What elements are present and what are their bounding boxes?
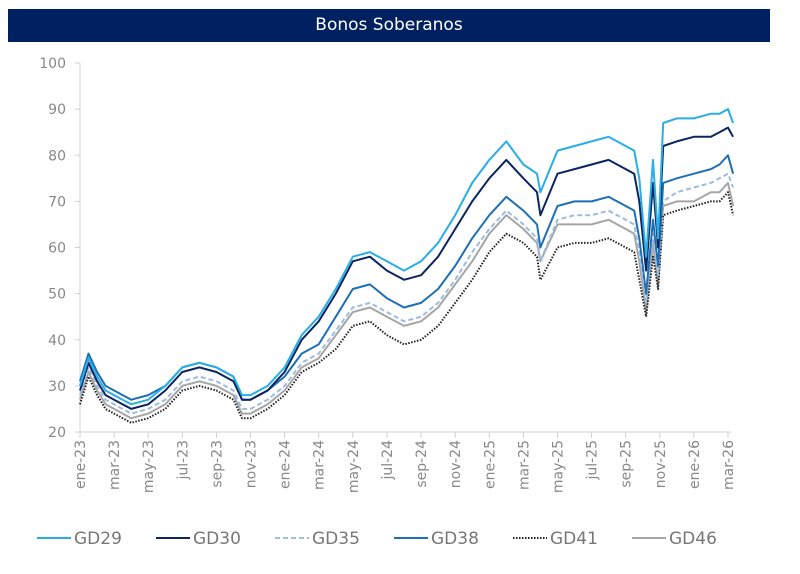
x-tick-label: mar-24 bbox=[312, 440, 328, 490]
series-line-gd30 bbox=[79, 126, 734, 410]
x-tick-label: nov-24 bbox=[448, 440, 464, 488]
y-tick-label: 90 bbox=[48, 102, 66, 118]
y-tick-label: 30 bbox=[48, 379, 66, 395]
x-tick-label: sep-23 bbox=[209, 440, 225, 488]
y-tick-label: 40 bbox=[48, 333, 66, 349]
x-tick-label: ene-23 bbox=[73, 440, 89, 489]
x-tick-label: may-25 bbox=[550, 440, 566, 493]
x-tick-label: nov-25 bbox=[653, 440, 669, 488]
x-tick-label: sep-24 bbox=[414, 440, 430, 488]
x-tick-label: ene-24 bbox=[278, 440, 294, 489]
series-line-gd38 bbox=[79, 154, 735, 401]
series-line-gd29 bbox=[79, 108, 735, 406]
y-tick-label: 50 bbox=[48, 287, 66, 303]
legend-label: GD35 bbox=[312, 529, 360, 549]
x-tick-label: jul-23 bbox=[175, 440, 191, 481]
x-tick-label: ene-25 bbox=[482, 440, 498, 489]
y-tick-label: 20 bbox=[48, 425, 66, 441]
y-tick-label: 80 bbox=[48, 148, 66, 164]
x-tick-label: nov-23 bbox=[244, 440, 260, 488]
x-tick-label: may-24 bbox=[346, 440, 362, 493]
x-tick-label: may-23 bbox=[141, 440, 157, 493]
y-tick-label: 70 bbox=[48, 194, 66, 210]
series-line-gd41 bbox=[79, 191, 735, 424]
x-tick-label: mar-26 bbox=[721, 440, 737, 490]
series-line-gd35 bbox=[79, 172, 735, 415]
series-group bbox=[79, 108, 735, 424]
legend-label: GD46 bbox=[669, 529, 717, 549]
axes-group: 20 30 40 50 60 70 80 90 100 ene-23 mar-23 may-23 jul… bbox=[39, 56, 737, 493]
x-tick-label: ene-26 bbox=[687, 440, 703, 489]
x-tick-label: mar-23 bbox=[107, 440, 123, 490]
legend: GD29 GD30 GD35 GD38 GD41 GD46 bbox=[37, 529, 717, 549]
x-tick-label: jul-25 bbox=[585, 440, 601, 481]
y-tick-label: 60 bbox=[48, 241, 66, 257]
x-tick-label: jul-24 bbox=[380, 440, 396, 481]
legend-label: GD30 bbox=[193, 529, 241, 549]
chart-title: Bonos Soberanos bbox=[8, 9, 770, 42]
x-tick-label: sep-25 bbox=[619, 440, 635, 488]
legend-label: GD41 bbox=[550, 529, 598, 549]
y-tick-label: 100 bbox=[39, 56, 66, 72]
x-tick-label: mar-25 bbox=[516, 440, 532, 490]
legend-label: GD38 bbox=[431, 529, 479, 549]
legend-label: GD29 bbox=[74, 529, 122, 549]
